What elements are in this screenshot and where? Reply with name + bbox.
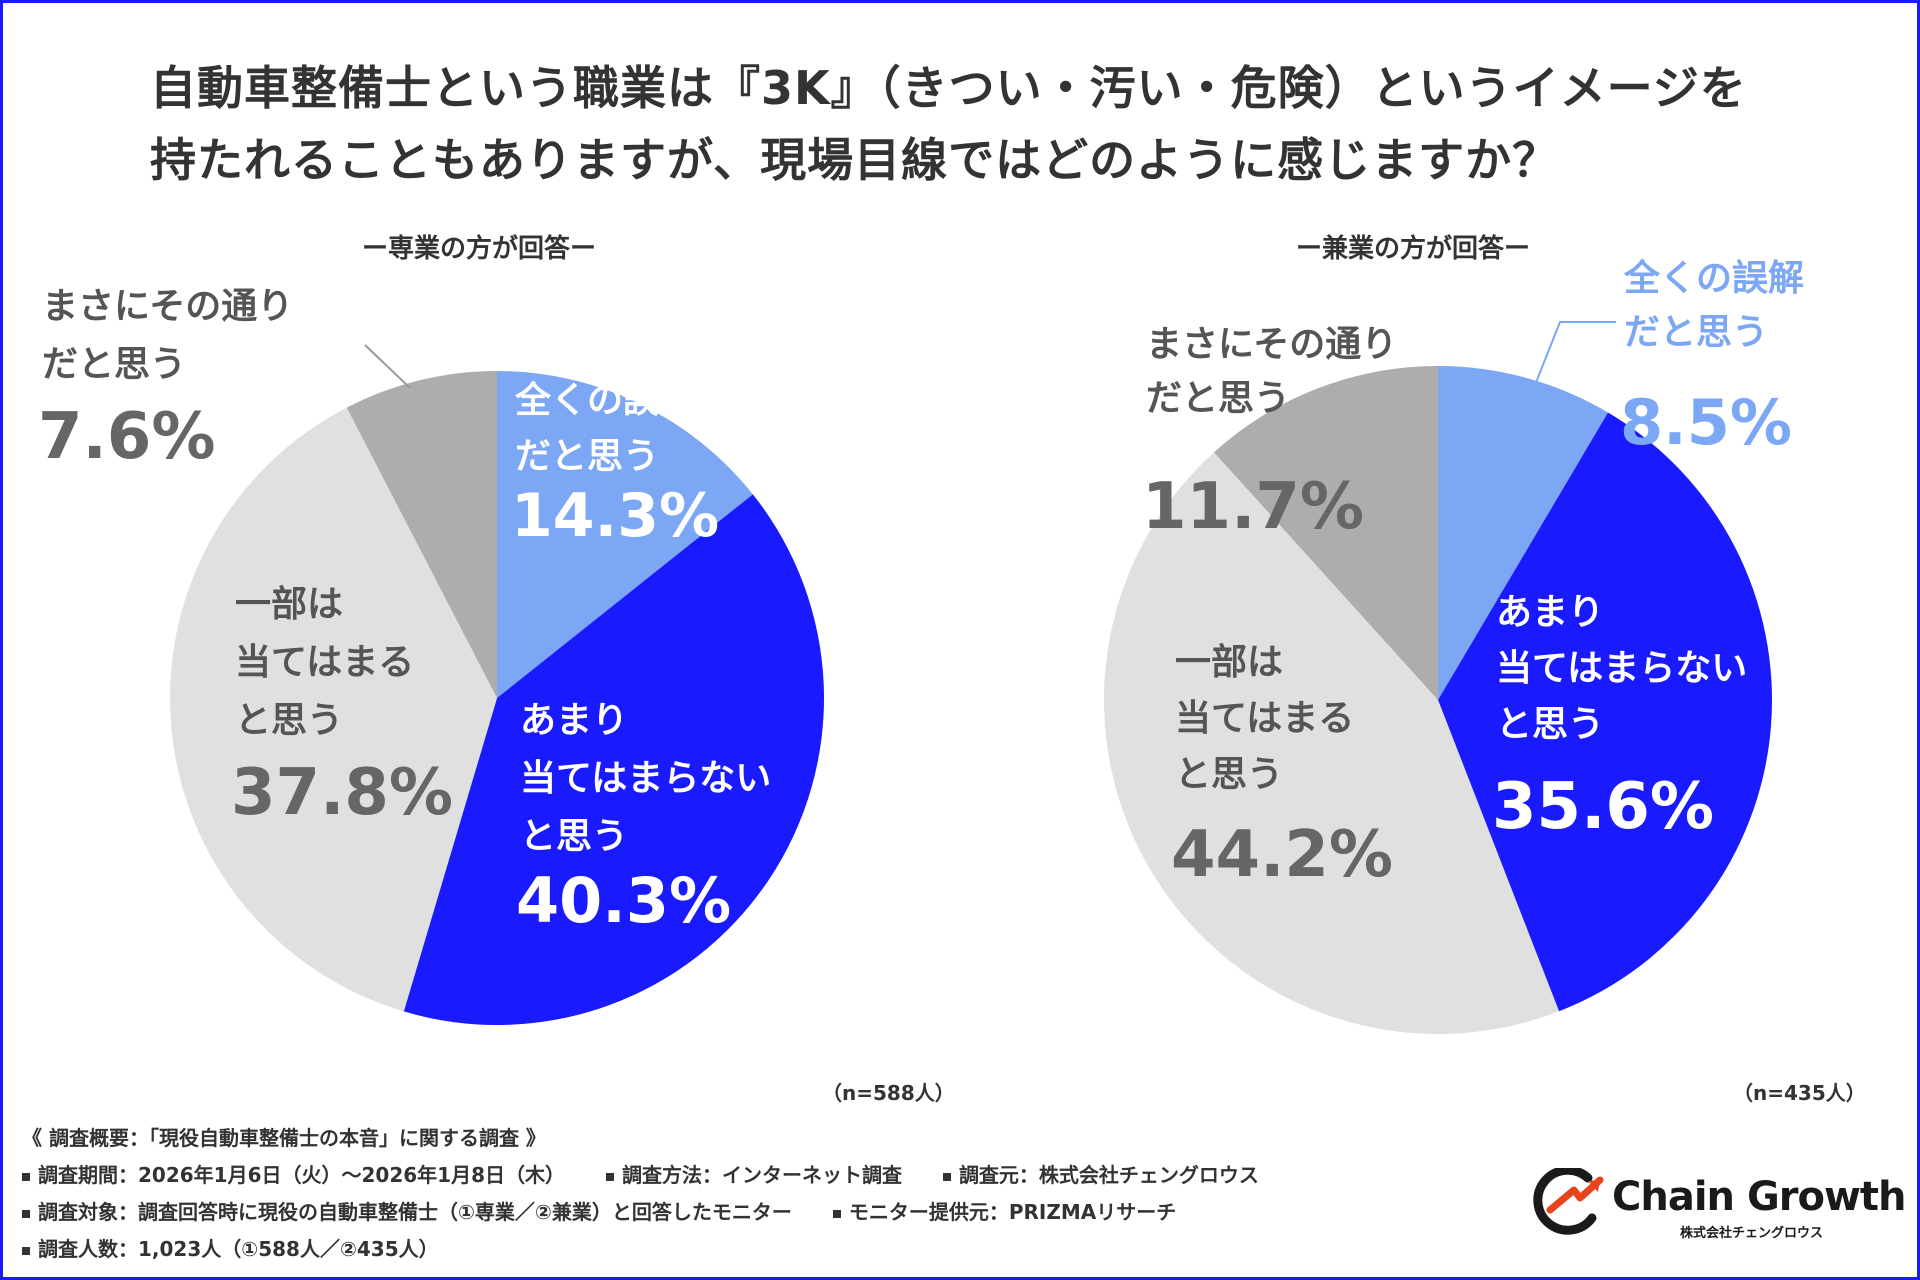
category-label: 全くの誤解 (514, 379, 695, 421)
pie-slice-2 (403, 494, 825, 1025)
chart-title: 自動車整備士という職業は『3K』（きつい・汚い・危険）というイメージを 持たれる… (150, 52, 1830, 196)
pie-chart-left: 全くの誤解だと思う14.3%あまり当てはまらないと思う40.3%一部は当てはまる… (38, 286, 825, 1025)
bullet-icon (22, 1209, 30, 1218)
pie-slice-1 (497, 371, 753, 698)
bullet-icon (22, 1246, 30, 1255)
category-label: あまり (520, 700, 628, 741)
bullet-icon (942, 1172, 951, 1181)
left-chart-subtitle: ー専業の方が回答ー (362, 234, 597, 264)
category-label: と思う (235, 700, 343, 741)
footer-target: 調査対象：調査回答時に現役の自動車整備士（①専業／②兼業）と回答したモニター (38, 1200, 792, 1224)
value-label: 8.5% (1620, 386, 1792, 459)
value-label: 40.3% (516, 864, 731, 937)
leader-line (364, 344, 411, 389)
footer-source: 調査元：株式会社チェングロウス (958, 1163, 1259, 1187)
category-label: 一部は (1175, 642, 1283, 683)
bullet-icon (22, 1172, 30, 1181)
value-label: 14.3% (511, 481, 719, 551)
title-line-2: 持たれることもありますが、現場目線ではどのように感じますか？ (150, 133, 1560, 187)
pie-slice-3 (1103, 452, 1559, 1035)
value-label: 44.2% (1171, 818, 1393, 892)
chain-growth-logo: Chain Growth 株式会社チェングロウス (1530, 1165, 1907, 1241)
footer-period: 調査期間：2026年1月6日（火）〜2026年1月8日（木） (38, 1163, 565, 1187)
footer-count: 調査人数：1,023人（①588人／②435人） (38, 1237, 439, 1261)
pie-slice-1 (1438, 366, 1609, 700)
pie-chart-right: 全くの誤解だと思う8.5%あまり当てはまらないと思う35.6%一部は当てはまると… (1103, 257, 1804, 1035)
leader-line (1534, 321, 1616, 386)
pie-slice-2 (1438, 412, 1772, 1012)
category-label: と思う (1175, 754, 1283, 795)
title-line-1: 自動車整備士という職業は『3K』（きつい・汚い・危険）というイメージを (150, 61, 1747, 115)
pie-slice-4 (1213, 366, 1438, 700)
category-label: だと思う (1146, 378, 1290, 419)
category-label: 全くの誤解 (1623, 257, 1804, 299)
logo-subtext: 株式会社チェングロウス (1680, 1226, 1824, 1241)
bullet-icon (832, 1209, 841, 1218)
category-label: まさにその通り (42, 286, 293, 327)
category-label: 当てはまらない (1496, 648, 1747, 689)
logo-mark-icon (1533, 1165, 1604, 1235)
category-label: 当てはまる (1175, 698, 1354, 739)
logo-name: Chain Growth (1612, 1174, 1907, 1220)
category-label: だと思う (42, 344, 186, 385)
category-label: まさにその通り (1146, 324, 1397, 365)
pie-slice-4 (346, 371, 497, 698)
category-label: と思う (520, 816, 628, 857)
category-label: だと思う (515, 436, 659, 477)
category-label: 当てはまる (235, 642, 414, 683)
bullet-icon (605, 1172, 614, 1181)
category-label: と思う (1496, 704, 1604, 745)
value-label: 11.7% (1142, 470, 1364, 544)
pie-slice-3 (169, 407, 498, 1012)
footer-provider: モニター提供元：PRIZMAリサーチ (848, 1200, 1177, 1224)
category-label: だと思う (1624, 312, 1768, 353)
value-label: 37.8% (231, 756, 453, 830)
footer-method: 調査方法：インターネット調査 (621, 1163, 902, 1187)
left-sample-size: （n=588人） (822, 1081, 955, 1105)
right-chart-subtitle: ー兼業の方が回答ー (1296, 234, 1531, 264)
category-label: 当てはまらない (520, 758, 771, 799)
category-label: あまり (1496, 592, 1604, 633)
survey-footer: 《 調査概要：「現役自動車整備士の本音」に関する調査 》 調査期間：2026年1… (22, 1120, 1472, 1268)
footer-heading: 《 調査概要：「現役自動車整備士の本音」に関する調査 》 (22, 1126, 546, 1150)
right-sample-size: （n=435人） (1733, 1081, 1866, 1105)
category-label: 一部は (235, 584, 343, 625)
value-label: 7.6% (38, 400, 216, 474)
value-label: 35.6% (1492, 770, 1714, 844)
